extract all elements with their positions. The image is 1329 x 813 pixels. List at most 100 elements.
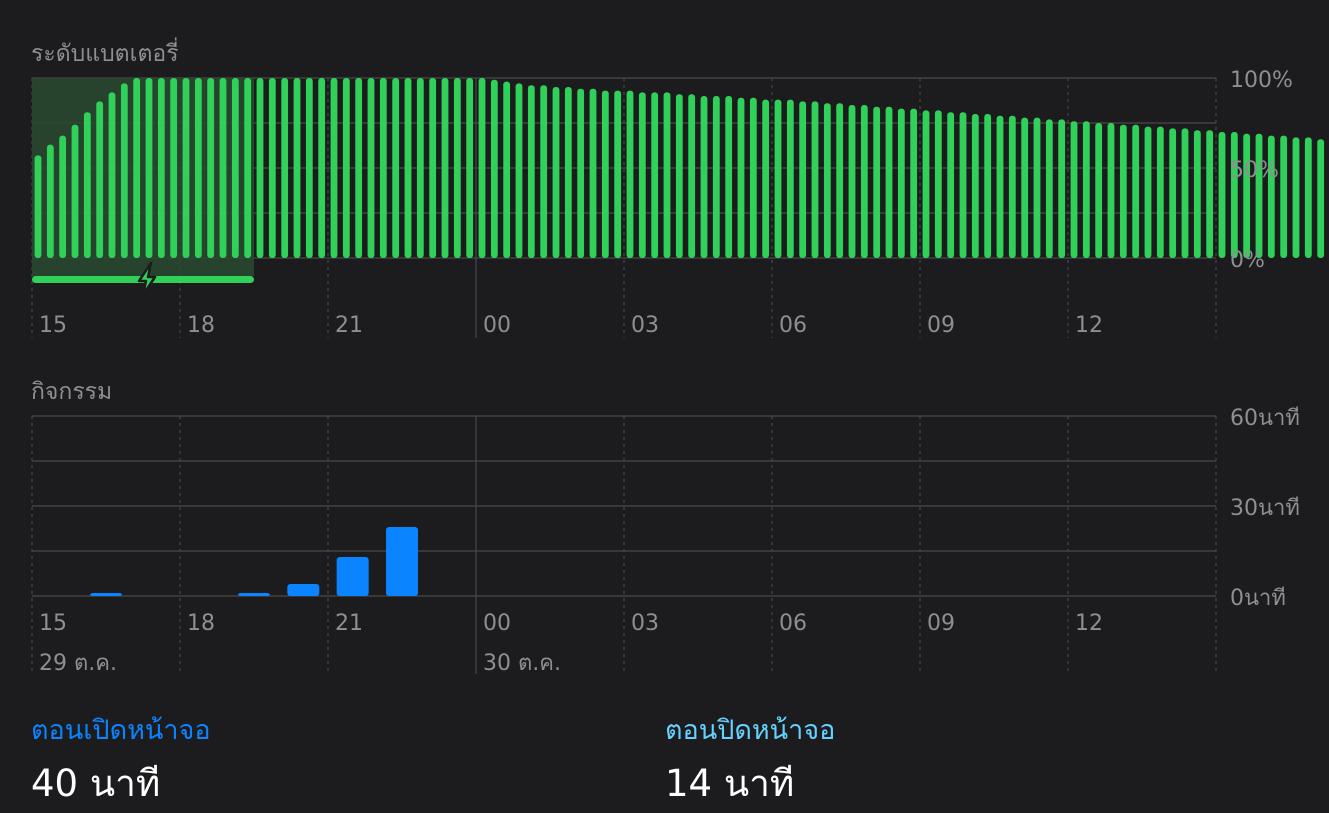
battery-bar xyxy=(305,78,313,258)
battery-bar xyxy=(1267,135,1275,258)
battery-bar xyxy=(712,96,720,258)
activity-x-tick-label: 03 xyxy=(631,611,659,636)
battery-bar xyxy=(848,105,856,258)
screen-on-bar xyxy=(287,584,320,596)
battery-bar xyxy=(1243,133,1251,258)
screen-on-value: 40 นาที xyxy=(31,762,161,805)
battery-x-tick-label: 15 xyxy=(39,313,67,338)
battery-bar xyxy=(996,115,1004,258)
battery-x-axis: 15 18 21 00 03 06 09 12 xyxy=(39,313,1103,338)
battery-bar xyxy=(416,78,424,258)
battery-bar xyxy=(737,97,745,258)
battery-bar xyxy=(182,78,190,258)
battery-bar xyxy=(552,87,560,258)
battery-bar xyxy=(1008,115,1016,258)
battery-bar xyxy=(1058,119,1066,259)
battery-bar xyxy=(1169,128,1177,258)
battery-bar xyxy=(836,103,844,258)
battery-bar xyxy=(515,83,523,259)
battery-bar xyxy=(971,114,979,258)
battery-x-tick-label: 18 xyxy=(187,313,215,338)
activity-x-tick-label: 15 xyxy=(39,611,67,636)
battery-bar xyxy=(170,78,178,258)
battery-bar xyxy=(108,92,116,259)
battery-bar xyxy=(663,92,671,259)
battery-bar xyxy=(157,78,165,258)
battery-bar xyxy=(934,110,942,259)
battery-bar xyxy=(675,94,683,258)
battery-x-tick-label: 21 xyxy=(335,313,363,338)
battery-bar xyxy=(589,88,597,258)
battery-bar xyxy=(1304,137,1312,258)
battery-bar xyxy=(194,78,202,258)
battery-bar xyxy=(823,103,831,258)
battery-y-tick-label: 0% xyxy=(1230,248,1265,273)
battery-bar xyxy=(811,101,819,259)
screen-on-bar xyxy=(336,557,369,596)
battery-bar xyxy=(207,78,215,258)
battery-level-chart[interactable]: 100% 50% 0% 15 18 21 00 03 06 09 12 xyxy=(0,0,1329,345)
battery-bar xyxy=(231,78,239,258)
battery-bar xyxy=(1144,126,1152,258)
battery-bar xyxy=(453,78,461,258)
battery-bar xyxy=(1317,139,1325,258)
battery-y-tick-label: 100% xyxy=(1230,68,1293,93)
battery-bar xyxy=(725,96,733,258)
activity-bars xyxy=(90,527,418,596)
activity-title: กิจกรรม xyxy=(31,379,113,405)
battery-bar xyxy=(256,78,264,258)
activity-y-axis: 60นาที 30นาที 0นาที xyxy=(1230,406,1300,611)
activity-x-tick-label: 09 xyxy=(927,611,955,636)
battery-bar xyxy=(774,99,782,258)
battery-bar xyxy=(281,78,289,258)
battery-y-axis: 100% 50% 0% xyxy=(1230,68,1293,273)
battery-bar xyxy=(688,94,696,258)
battery-x-tick-label: 09 xyxy=(927,313,955,338)
battery-bar xyxy=(614,90,622,258)
battery-bar xyxy=(268,78,276,258)
activity-x-tick-label: 06 xyxy=(779,611,807,636)
battery-bar xyxy=(786,99,794,258)
battery-bar xyxy=(318,78,326,258)
battery-bar xyxy=(1132,124,1140,258)
battery-bars xyxy=(34,78,1325,259)
battery-bar xyxy=(96,101,104,259)
battery-bar xyxy=(1206,130,1214,258)
battery-bar xyxy=(219,78,227,258)
activity-x-tick-label: 12 xyxy=(1075,611,1103,636)
activity-y-tick-label: 60นาที xyxy=(1230,406,1300,431)
battery-bar xyxy=(1021,117,1029,258)
battery-bar xyxy=(466,78,474,258)
battery-bar xyxy=(330,78,338,258)
battery-bar xyxy=(577,88,585,258)
screen-off-value: 14 นาที xyxy=(665,762,795,805)
screen-on-bar xyxy=(238,593,270,596)
activity-chart[interactable]: 60นาที 30นาที 0นาที 15 18 21 00 03 06 09 12 29 ต.… xyxy=(0,0,1329,700)
battery-bar xyxy=(379,78,387,258)
activity-x-tick-label: 00 xyxy=(483,611,511,636)
battery-bar xyxy=(490,79,498,258)
battery-bar xyxy=(1156,126,1164,258)
battery-bar xyxy=(984,114,992,258)
battery-bar xyxy=(651,92,659,259)
battery-bar xyxy=(404,78,412,258)
battery-bar xyxy=(83,112,91,258)
battery-bar xyxy=(873,106,881,258)
battery-bar xyxy=(244,78,252,258)
battery-bar xyxy=(638,92,646,259)
battery-bar xyxy=(1082,121,1090,258)
battery-bar xyxy=(1033,117,1041,258)
battery-bar xyxy=(897,108,905,258)
battery-bar xyxy=(1292,137,1300,258)
battery-bar xyxy=(749,97,757,258)
activity-date-label: 30 ต.ค. xyxy=(483,651,561,676)
battery-bar xyxy=(429,78,437,258)
battery-bar xyxy=(367,78,375,258)
battery-y-tick-label: 50% xyxy=(1230,158,1279,183)
battery-bar xyxy=(959,112,967,258)
screen-on-label: ตอนเปิดหน้าจอ xyxy=(31,715,211,746)
battery-bar xyxy=(59,135,67,258)
battery-bar xyxy=(885,106,893,258)
battery-bar xyxy=(799,101,807,259)
battery-x-tick-label: 06 xyxy=(779,313,807,338)
